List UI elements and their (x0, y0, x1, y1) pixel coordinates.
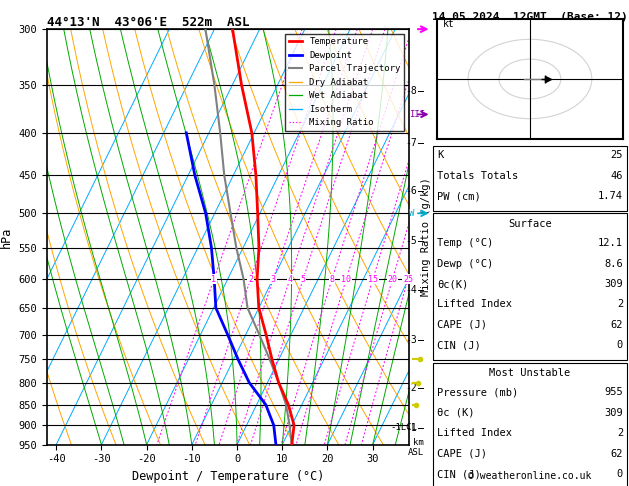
Text: 20: 20 (387, 275, 398, 283)
Text: CAPE (J): CAPE (J) (437, 320, 487, 330)
Text: -1LCL: -1LCL (390, 423, 417, 432)
Text: 10: 10 (342, 275, 351, 283)
Text: Lifted Index: Lifted Index (437, 299, 512, 310)
Y-axis label: hPa: hPa (0, 226, 13, 247)
Text: -4: -4 (405, 285, 417, 295)
Text: 5: 5 (301, 275, 306, 283)
Text: -8: -8 (405, 86, 417, 96)
Text: 8: 8 (330, 275, 335, 283)
Text: CAPE (J): CAPE (J) (437, 449, 487, 459)
Text: 2: 2 (617, 428, 623, 438)
Text: -3: -3 (405, 335, 417, 345)
Text: 25: 25 (403, 275, 413, 283)
Bar (433, 213, 627, 360)
Text: 309: 309 (604, 279, 623, 289)
Text: -1: -1 (405, 423, 417, 434)
Text: 0: 0 (617, 469, 623, 479)
Text: 2: 2 (248, 275, 253, 283)
Text: 15: 15 (368, 275, 378, 283)
Text: 44°13'N  43°06'E  522m  ASL: 44°13'N 43°06'E 522m ASL (47, 16, 250, 29)
Text: Most Unstable: Most Unstable (489, 368, 571, 378)
Text: Pressure (mb): Pressure (mb) (437, 387, 518, 398)
X-axis label: Dewpoint / Temperature (°C): Dewpoint / Temperature (°C) (132, 470, 324, 483)
Text: Totals Totals: Totals Totals (437, 171, 518, 181)
Text: 309: 309 (604, 408, 623, 418)
Text: K: K (437, 150, 443, 160)
Text: Temp (°C): Temp (°C) (437, 238, 493, 248)
Text: -5: -5 (405, 236, 417, 246)
Text: 62: 62 (611, 320, 623, 330)
Text: 8.6: 8.6 (604, 259, 623, 269)
Legend: Temperature, Dewpoint, Parcel Trajectory, Dry Adiabat, Wet Adiabat, Isotherm, Mi: Temperature, Dewpoint, Parcel Trajectory… (285, 34, 404, 131)
Text: 0: 0 (617, 340, 623, 350)
Text: © weatheronline.co.uk: © weatheronline.co.uk (468, 471, 592, 481)
Text: 25: 25 (611, 150, 623, 160)
Text: -6: -6 (405, 186, 417, 196)
Text: CIN (J): CIN (J) (437, 340, 481, 350)
Text: -7: -7 (405, 138, 417, 148)
Text: 46: 46 (611, 171, 623, 181)
Text: 4: 4 (287, 275, 292, 283)
Text: 1.74: 1.74 (598, 191, 623, 201)
Text: 1: 1 (211, 275, 216, 283)
Text: 12.1: 12.1 (598, 238, 623, 248)
Text: Dewp (°C): Dewp (°C) (437, 259, 493, 269)
Text: 955: 955 (604, 387, 623, 398)
Text: θc(K): θc(K) (437, 279, 468, 289)
Text: 14.05.2024  12GMT  (Base: 12): 14.05.2024 12GMT (Base: 12) (432, 12, 628, 22)
Text: 2: 2 (617, 299, 623, 310)
Text: -2: -2 (405, 383, 417, 393)
Text: Surface: Surface (508, 219, 552, 229)
Bar (433, 363, 627, 486)
Text: Lifted Index: Lifted Index (437, 428, 512, 438)
Text: W: W (409, 209, 415, 218)
Text: km
ASL: km ASL (408, 438, 424, 457)
Text: kt: kt (443, 19, 455, 29)
Text: 62: 62 (611, 449, 623, 459)
Bar (433, 146, 627, 211)
Text: CIN (J): CIN (J) (437, 469, 481, 479)
Text: 3: 3 (270, 275, 276, 283)
Text: III: III (409, 110, 425, 119)
Text: PW (cm): PW (cm) (437, 191, 481, 201)
Text: Mixing Ratio (g/kg): Mixing Ratio (g/kg) (421, 177, 431, 296)
Text: θc (K): θc (K) (437, 408, 474, 418)
